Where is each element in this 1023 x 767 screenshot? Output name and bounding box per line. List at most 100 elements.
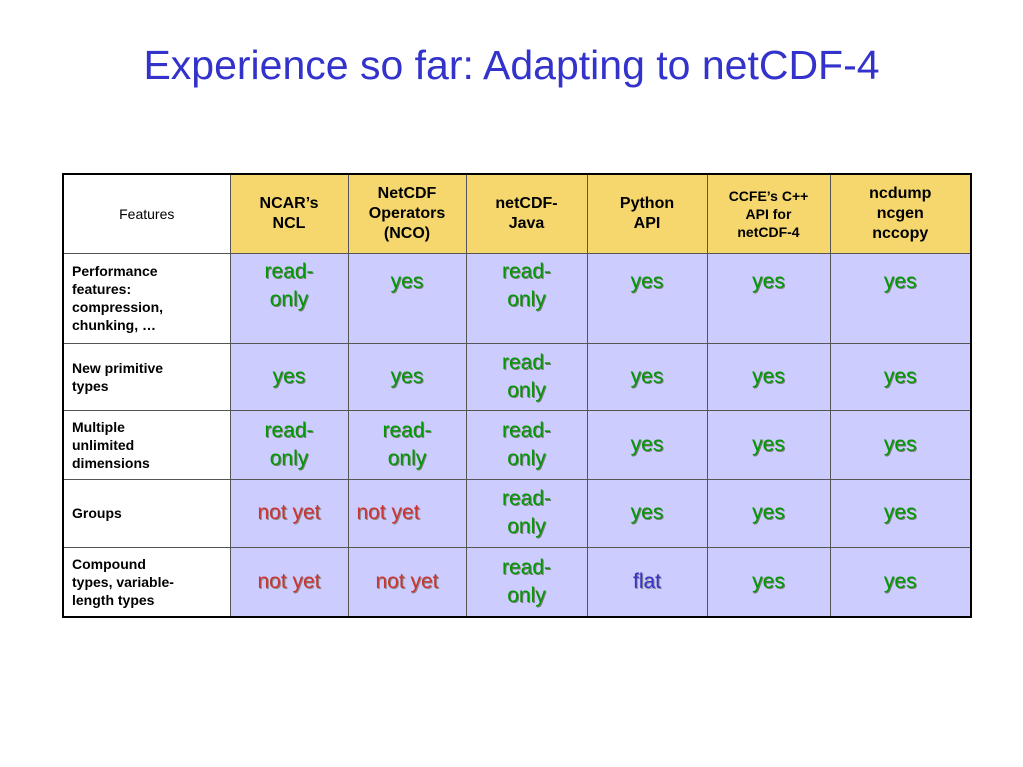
header-line: netCDF-4: [737, 223, 800, 240]
status-text: yes: [630, 364, 664, 388]
status-cell: not yet: [347, 478, 467, 548]
status-text: yes: [390, 364, 424, 388]
status-cell: yes: [586, 478, 708, 548]
status-cell: yes: [829, 478, 972, 548]
header-line: netCDF-: [495, 194, 558, 212]
status-cell: yes: [586, 409, 708, 480]
feature-line: Performance: [72, 263, 158, 279]
status-cell: yes: [829, 342, 972, 411]
header-ccfe-cpp-api: CCFE’s C++ API for netCDF-4: [706, 173, 831, 254]
status-text: only: [507, 287, 546, 311]
feature-line: compression,: [72, 299, 164, 315]
table-row: Performance features: compression, chunk…: [62, 252, 972, 344]
header-line: CCFE’s C++: [728, 187, 809, 204]
status-text: yes: [630, 269, 664, 293]
status-text: only: [507, 378, 546, 402]
status-text: read-: [501, 418, 552, 442]
feature-label: Groups: [62, 478, 231, 548]
header-line: NCL: [272, 214, 306, 232]
status-cell: not yet: [347, 546, 467, 618]
header-line: Operators: [368, 204, 446, 222]
status-text: read-: [264, 259, 314, 283]
status-text: only: [387, 446, 427, 470]
feature-line: types, variable-: [72, 573, 174, 590]
status-cell: read-only: [347, 409, 467, 480]
status-text: read-: [501, 350, 552, 374]
status-text: yes: [883, 432, 917, 456]
status-text: not yet: [356, 501, 420, 524]
status-text: only: [269, 287, 309, 311]
status-cell: yes: [706, 546, 831, 618]
status-cell: yes: [347, 252, 467, 344]
status-text: read-: [264, 418, 314, 442]
status-cell: yes: [229, 342, 349, 411]
feature-line: length types: [72, 591, 155, 608]
status-text: only: [507, 583, 546, 607]
feature-label: Multiple unlimited dimensions: [62, 409, 231, 480]
status-text: yes: [883, 501, 917, 524]
status-cell: read-only: [465, 546, 588, 618]
feature-label: Performance features: compression, chunk…: [62, 252, 231, 344]
status-cell: not yet: [229, 546, 349, 618]
header-line: API: [633, 214, 661, 232]
status-text: yes: [390, 269, 424, 293]
status-cell: yes: [706, 409, 831, 480]
status-cell: read-only: [465, 252, 588, 344]
status-text: only: [269, 446, 309, 470]
header-line: ncdump: [869, 184, 932, 202]
feature-line: dimensions: [72, 454, 150, 471]
status-cell: read-only: [465, 478, 588, 548]
header-netcdf-java: netCDF- Java: [465, 173, 588, 254]
status-cell: yes: [829, 546, 972, 618]
status-text: yes: [883, 364, 917, 388]
feature-line: Multiple: [72, 418, 125, 435]
feature-line: features:: [72, 281, 132, 297]
header-line: nccopy: [872, 224, 929, 242]
header-line: API for: [745, 205, 792, 222]
feature-support-table: Features NCAR’s NCL NetCDF Operators (NC…: [62, 173, 972, 618]
status-text: read-: [382, 418, 432, 442]
feature-line: chunking, …: [72, 317, 156, 333]
table-row: Multiple unlimited dimensions read-only …: [62, 409, 972, 480]
table-row: Compound types, variable- length types n…: [62, 546, 972, 618]
feature-label: New primitive types: [62, 342, 231, 411]
status-text: yes: [752, 569, 785, 593]
header-features-label: Features: [119, 205, 175, 222]
header-line: (NCO): [383, 224, 431, 242]
header-line: NCAR’s: [259, 194, 319, 212]
status-text: yes: [883, 569, 917, 593]
status-text: not yet: [257, 569, 321, 593]
status-text: not yet: [257, 501, 321, 524]
header-line: ncgen: [876, 204, 924, 222]
header-line: Java: [508, 214, 545, 232]
status-cell: read-only: [229, 409, 349, 480]
status-cell: not yet: [229, 478, 349, 548]
header-features: Features: [62, 173, 231, 254]
table-row: New primitive types yes yes read-only ye…: [62, 342, 972, 411]
status-cell: yes: [829, 409, 972, 480]
status-text: read-: [501, 259, 552, 283]
header-ncl: NCAR’s NCL: [229, 173, 349, 254]
header-ncdump-ncgen-nccopy: ncdump ncgen nccopy: [829, 173, 972, 254]
status-cell: yes: [706, 478, 831, 548]
feature-line: unlimited: [72, 436, 135, 453]
status-cell: yes: [706, 252, 831, 344]
status-cell: flat: [586, 546, 708, 618]
status-text: yes: [752, 501, 785, 524]
status-cell: read-only: [465, 409, 588, 480]
page-title: Experience so far: Adapting to netCDF-4: [143, 42, 880, 88]
status-cell: read-only: [465, 342, 588, 411]
status-cell: yes: [706, 342, 831, 411]
feature-line: Groups: [72, 505, 122, 521]
header-line: Python: [619, 194, 675, 212]
status-text: yes: [883, 269, 917, 293]
status-cell: yes: [829, 252, 972, 344]
status-cell: read-only: [229, 252, 349, 344]
status-text: yes: [630, 432, 664, 456]
status-text: only: [507, 446, 546, 470]
feature-line: types: [72, 377, 109, 394]
status-text: read-: [501, 487, 552, 510]
header-row: Features NCAR’s NCL NetCDF Operators (NC…: [62, 173, 972, 254]
feature-line: Compound: [72, 555, 146, 572]
feature-label: Compound types, variable- length types: [62, 546, 231, 618]
